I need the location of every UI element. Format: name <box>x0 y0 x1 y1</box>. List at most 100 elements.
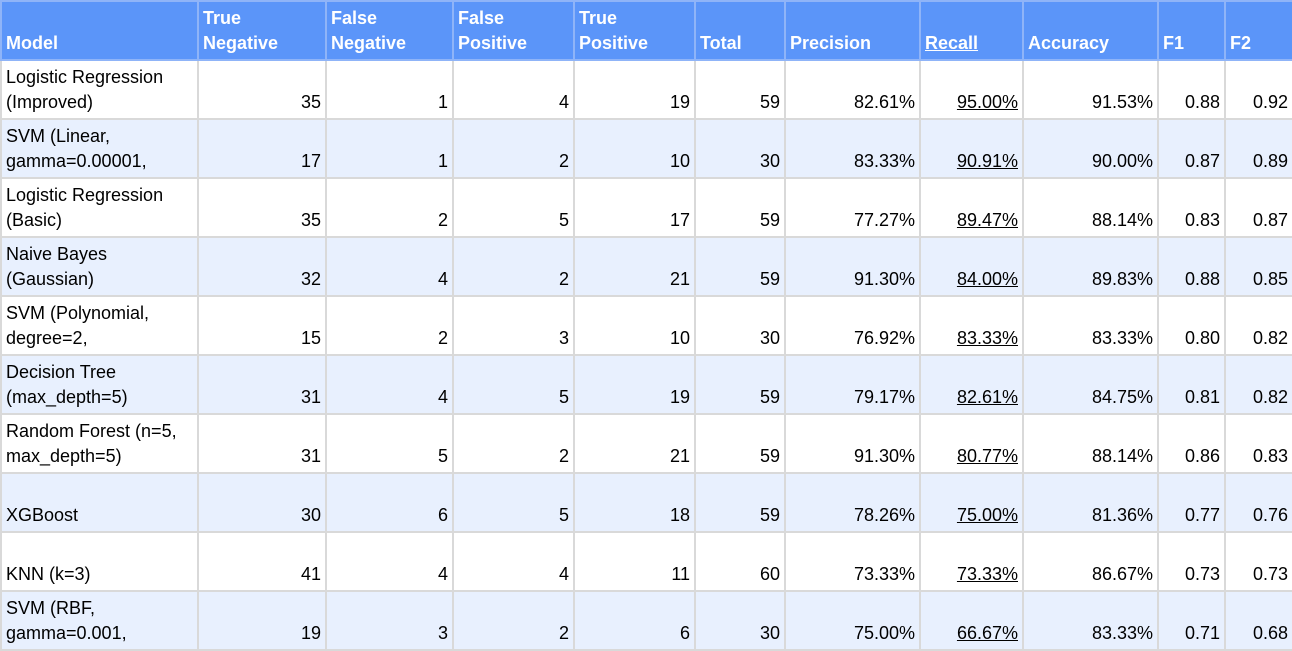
true-negative-cell[interactable]: 30 <box>197 472 327 533</box>
f2-cell[interactable]: 0.92 <box>1224 59 1292 120</box>
header-recall[interactable]: Recall <box>919 0 1024 61</box>
model-name-cell[interactable]: Decision Tree (max_depth=5) <box>0 354 199 415</box>
false-positive-cell[interactable]: 4 <box>452 531 575 592</box>
true-negative-cell[interactable]: 32 <box>197 236 327 297</box>
precision-cell[interactable]: 79.17% <box>784 354 921 415</box>
precision-cell[interactable]: 91.30% <box>784 413 921 474</box>
model-name-cell[interactable]: SVM (RBF, gamma=0.001, <box>0 590 199 651</box>
total-cell[interactable]: 30 <box>694 118 786 179</box>
precision-cell[interactable]: 91.30% <box>784 236 921 297</box>
f1-cell[interactable]: 0.77 <box>1157 472 1226 533</box>
f2-cell[interactable]: 0.73 <box>1224 531 1292 592</box>
false-negative-cell[interactable]: 6 <box>325 472 454 533</box>
table-row[interactable]: Logistic Regression (Improved) 35 1 4 19 59 82… <box>0 59 1292 120</box>
true-positive-cell[interactable]: 10 <box>573 295 696 356</box>
f2-cell[interactable]: 0.85 <box>1224 236 1292 297</box>
f1-cell[interactable]: 0.80 <box>1157 295 1226 356</box>
f1-cell[interactable]: 0.71 <box>1157 590 1226 651</box>
f1-cell[interactable]: 0.83 <box>1157 177 1226 238</box>
table-row[interactable]: SVM (RBF, gamma=0.001, 19 3 2 6 30 75.00% 66.67… <box>0 590 1292 651</box>
total-cell[interactable]: 30 <box>694 295 786 356</box>
true-positive-cell[interactable]: 11 <box>573 531 696 592</box>
true-negative-cell[interactable]: 19 <box>197 590 327 651</box>
false-negative-cell[interactable]: 1 <box>325 59 454 120</box>
accuracy-cell[interactable]: 81.36% <box>1022 472 1159 533</box>
model-name-cell[interactable]: SVM (Polynomial, degree=2, <box>0 295 199 356</box>
false-negative-cell[interactable]: 2 <box>325 177 454 238</box>
false-positive-cell[interactable]: 2 <box>452 590 575 651</box>
precision-cell[interactable]: 77.27% <box>784 177 921 238</box>
false-negative-cell[interactable]: 4 <box>325 531 454 592</box>
model-name-cell[interactable]: Logistic Regression (Basic) <box>0 177 199 238</box>
table-row[interactable]: Random Forest (n=5, max_depth=5) 31 5 2 21 59… <box>0 413 1292 474</box>
header-accuracy[interactable]: Accuracy <box>1022 0 1159 61</box>
f1-cell[interactable]: 0.73 <box>1157 531 1226 592</box>
model-name-cell[interactable]: Random Forest (n=5, max_depth=5) <box>0 413 199 474</box>
header-true-negative[interactable]: True Negative <box>197 0 327 61</box>
true-negative-cell[interactable]: 31 <box>197 413 327 474</box>
table-row[interactable]: KNN (k=3) 41 4 4 11 60 73.33% 73.33% 86.67% 0.73 0… <box>0 531 1292 592</box>
f1-cell[interactable]: 0.81 <box>1157 354 1226 415</box>
true-negative-cell[interactable]: 41 <box>197 531 327 592</box>
header-precision[interactable]: Precision <box>784 0 921 61</box>
table-row[interactable]: SVM (Polynomial, degree=2, 15 2 3 10 30 76.92%… <box>0 295 1292 356</box>
f2-cell[interactable]: 0.83 <box>1224 413 1292 474</box>
accuracy-cell[interactable]: 91.53% <box>1022 59 1159 120</box>
true-negative-cell[interactable]: 15 <box>197 295 327 356</box>
false-positive-cell[interactable]: 4 <box>452 59 575 120</box>
table-row[interactable]: Logistic Regression (Basic) 35 2 5 17 59 77.27… <box>0 177 1292 238</box>
true-positive-cell[interactable]: 19 <box>573 59 696 120</box>
accuracy-cell[interactable]: 83.33% <box>1022 590 1159 651</box>
recall-cell[interactable]: 89.47% <box>919 177 1024 238</box>
recall-cell[interactable]: 66.67% <box>919 590 1024 651</box>
accuracy-cell[interactable]: 88.14% <box>1022 177 1159 238</box>
f1-cell[interactable]: 0.86 <box>1157 413 1226 474</box>
precision-cell[interactable]: 82.61% <box>784 59 921 120</box>
false-negative-cell[interactable]: 5 <box>325 413 454 474</box>
true-positive-cell[interactable]: 17 <box>573 177 696 238</box>
true-positive-cell[interactable]: 10 <box>573 118 696 179</box>
true-negative-cell[interactable]: 31 <box>197 354 327 415</box>
true-negative-cell[interactable]: 35 <box>197 59 327 120</box>
false-negative-cell[interactable]: 1 <box>325 118 454 179</box>
total-cell[interactable]: 59 <box>694 413 786 474</box>
false-negative-cell[interactable]: 3 <box>325 590 454 651</box>
table-row[interactable]: SVM (Linear, gamma=0.00001, 17 1 2 10 30 83.33… <box>0 118 1292 179</box>
false-positive-cell[interactable]: 5 <box>452 354 575 415</box>
header-false-positive[interactable]: False Positive <box>452 0 575 61</box>
accuracy-cell[interactable]: 84.75% <box>1022 354 1159 415</box>
true-positive-cell[interactable]: 6 <box>573 590 696 651</box>
table-row[interactable]: XGBoost 30 6 5 18 59 78.26% 75.00% 81.36% 0.77 0.7… <box>0 472 1292 533</box>
total-cell[interactable]: 30 <box>694 590 786 651</box>
recall-cell[interactable]: 80.77% <box>919 413 1024 474</box>
accuracy-cell[interactable]: 86.67% <box>1022 531 1159 592</box>
true-positive-cell[interactable]: 19 <box>573 354 696 415</box>
recall-cell[interactable]: 82.61% <box>919 354 1024 415</box>
recall-cell[interactable]: 73.33% <box>919 531 1024 592</box>
total-cell[interactable]: 59 <box>694 472 786 533</box>
precision-cell[interactable]: 76.92% <box>784 295 921 356</box>
true-negative-cell[interactable]: 17 <box>197 118 327 179</box>
precision-cell[interactable]: 75.00% <box>784 590 921 651</box>
header-f2[interactable]: F2 <box>1224 0 1292 61</box>
f2-cell[interactable]: 0.89 <box>1224 118 1292 179</box>
recall-cell[interactable]: 84.00% <box>919 236 1024 297</box>
f2-cell[interactable]: 0.82 <box>1224 295 1292 356</box>
header-model[interactable]: Model <box>0 0 199 61</box>
false-positive-cell[interactable]: 2 <box>452 236 575 297</box>
total-cell[interactable]: 59 <box>694 354 786 415</box>
precision-cell[interactable]: 83.33% <box>784 118 921 179</box>
total-cell[interactable]: 59 <box>694 59 786 120</box>
f1-cell[interactable]: 0.88 <box>1157 236 1226 297</box>
false-positive-cell[interactable]: 2 <box>452 118 575 179</box>
table-row[interactable]: Decision Tree (max_depth=5) 31 4 5 19 59 79.17… <box>0 354 1292 415</box>
recall-cell[interactable]: 95.00% <box>919 59 1024 120</box>
total-cell[interactable]: 59 <box>694 236 786 297</box>
model-name-cell[interactable]: SVM (Linear, gamma=0.00001, <box>0 118 199 179</box>
recall-cell[interactable]: 90.91% <box>919 118 1024 179</box>
true-positive-cell[interactable]: 18 <box>573 472 696 533</box>
false-negative-cell[interactable]: 4 <box>325 354 454 415</box>
true-negative-cell[interactable]: 35 <box>197 177 327 238</box>
model-name-cell[interactable]: KNN (k=3) <box>0 531 199 592</box>
f2-cell[interactable]: 0.87 <box>1224 177 1292 238</box>
